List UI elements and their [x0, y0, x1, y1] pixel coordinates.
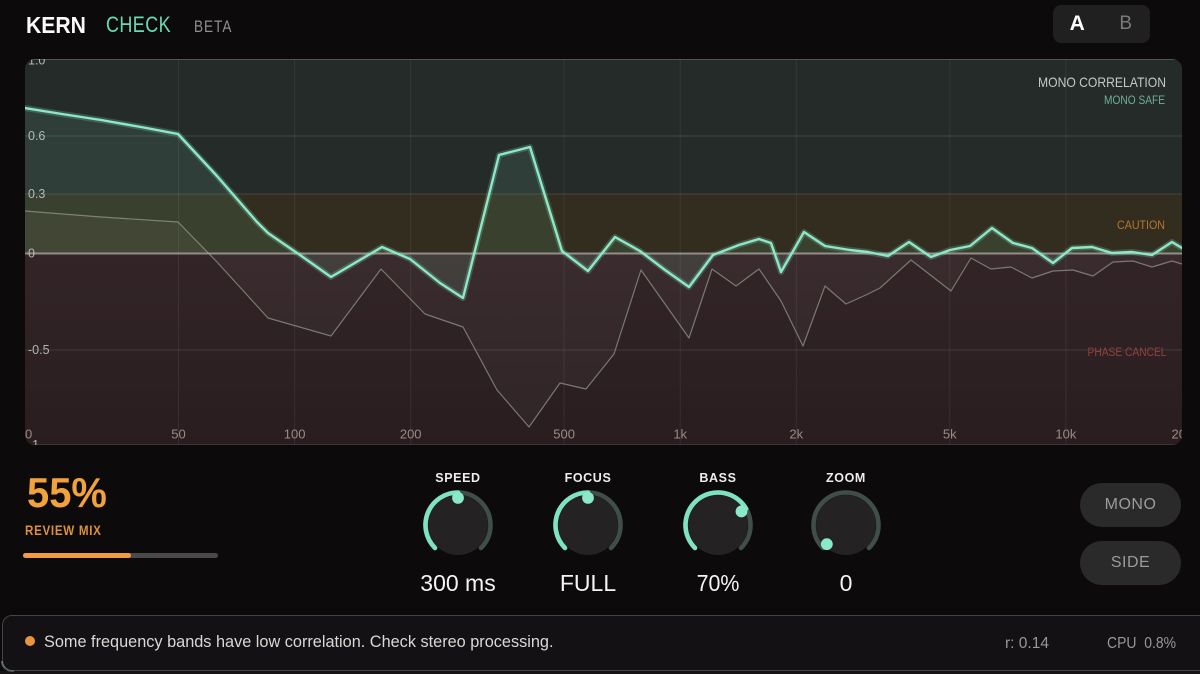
svg-text:-0.5: -0.5: [28, 343, 50, 357]
svg-text:500: 500: [553, 427, 575, 442]
svg-text:5k: 5k: [943, 427, 957, 442]
svg-text:CAUTION: CAUTION: [1117, 218, 1165, 232]
svg-text:1.0: 1.0: [28, 59, 45, 68]
svg-text:10k: 10k: [1055, 427, 1076, 442]
svg-text:2k: 2k: [789, 427, 803, 442]
svg-text:MONO SAFE: MONO SAFE: [1104, 95, 1165, 107]
svg-text:PHASE CANCEL: PHASE CANCEL: [1088, 347, 1168, 359]
svg-text:20: 20: [25, 427, 32, 442]
svg-text:-1: -1: [28, 438, 39, 445]
svg-text:0.6: 0.6: [28, 129, 45, 143]
svg-text:50: 50: [171, 427, 185, 442]
svg-text:100: 100: [284, 427, 306, 442]
svg-text:20k: 20k: [1172, 427, 1182, 442]
svg-text:1k: 1k: [673, 427, 687, 442]
svg-text:MONO CORRELATION: MONO CORRELATION: [1038, 74, 1166, 90]
svg-text:0: 0: [28, 247, 35, 261]
svg-text:0.3: 0.3: [28, 187, 45, 201]
svg-text:200: 200: [400, 427, 422, 442]
